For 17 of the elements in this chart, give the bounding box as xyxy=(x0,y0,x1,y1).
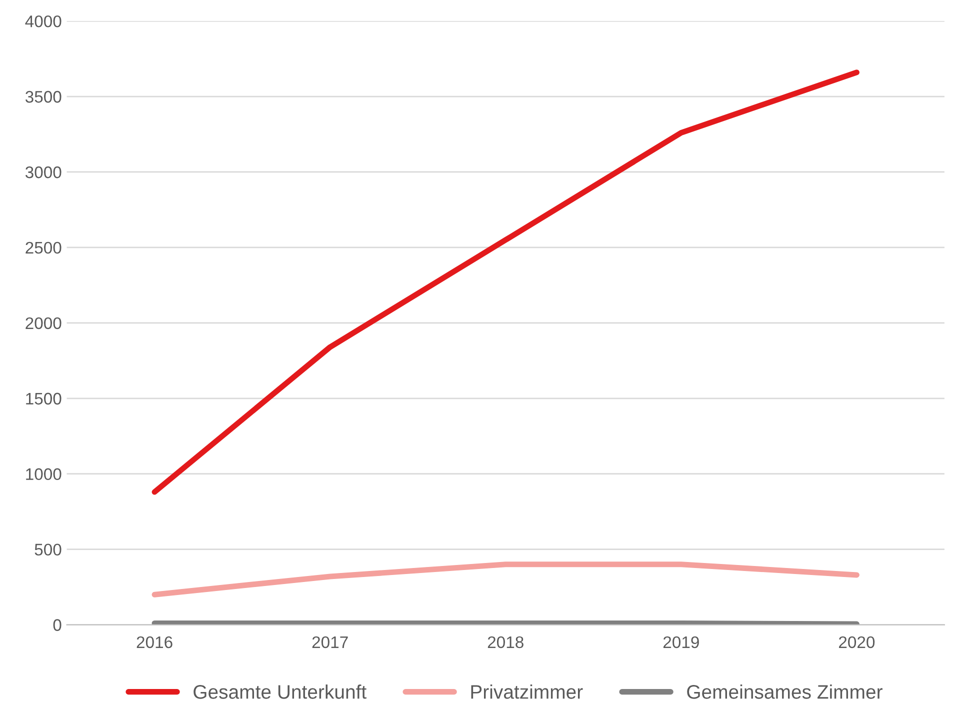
y-tick-label: 2500 xyxy=(26,242,62,254)
x-tick-label: 2020 xyxy=(838,636,875,648)
y-tick-label: 500 xyxy=(34,544,62,556)
x-tick-label: 2019 xyxy=(663,636,699,648)
y-tick-label: 2000 xyxy=(26,317,62,330)
y-tick-label: 0 xyxy=(53,619,62,631)
y-tick-label: 3000 xyxy=(25,166,62,178)
y-tick-label: 1500 xyxy=(26,392,62,405)
legend-label: Gemeinsames Zimmer xyxy=(687,684,882,699)
x-tick-label: 2016 xyxy=(136,636,172,648)
legend-label: Gesamte Unterkunft xyxy=(194,684,366,699)
y-tick-label: 3500 xyxy=(25,90,62,103)
y-tick-label: 1000 xyxy=(26,468,62,480)
x-tick-label: 2017 xyxy=(312,636,348,648)
y-tick-label: 4000 xyxy=(25,15,62,28)
legend-label: Privatzimmer xyxy=(471,684,583,699)
x-tick-label: 2018 xyxy=(488,636,524,648)
